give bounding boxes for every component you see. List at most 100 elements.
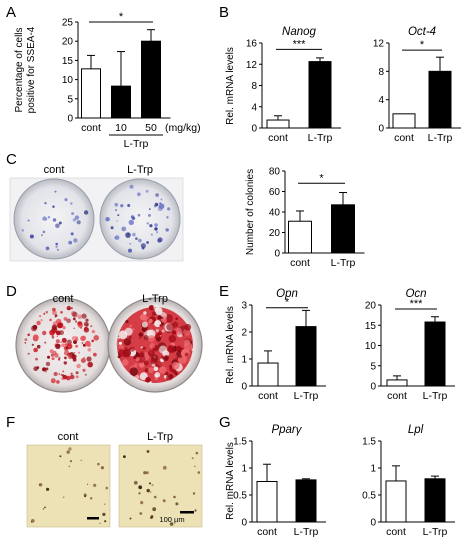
mineral-dot bbox=[58, 358, 61, 361]
panel-letter-c: C bbox=[6, 151, 17, 168]
colony-dot bbox=[167, 207, 171, 211]
mineral-dot bbox=[84, 373, 87, 376]
mineral-dot bbox=[52, 307, 56, 312]
mineral-dot bbox=[32, 334, 39, 341]
mineral-dot bbox=[53, 372, 58, 376]
lipid-dot bbox=[143, 471, 147, 475]
chart-b2-ytick-label: 4 bbox=[378, 95, 384, 106]
colony-dot bbox=[45, 218, 48, 221]
colony-dot bbox=[27, 219, 30, 222]
mineral-dot bbox=[39, 315, 42, 318]
chart-g1-bar bbox=[256, 481, 278, 523]
chart-e2-ytick-label: 15 bbox=[365, 321, 377, 332]
mineral-dot bbox=[138, 361, 145, 368]
mineral-dot bbox=[123, 338, 132, 346]
lipid-dot bbox=[44, 506, 46, 509]
chart-b1-ylabel: Rel. mRNA levels bbox=[225, 47, 236, 125]
chart-e2-bar bbox=[386, 379, 408, 387]
mineral-dot bbox=[83, 327, 90, 333]
chart-e1-sig-label: * bbox=[285, 297, 290, 309]
chart-a-category-label: 50 bbox=[145, 122, 157, 134]
chart-a-ytick-label: 10 bbox=[62, 75, 74, 86]
colony-dot bbox=[114, 236, 117, 240]
panel-letter-a: A bbox=[6, 4, 16, 21]
lipid-dot bbox=[194, 509, 197, 512]
chart-g2-ytick-label: 0 bbox=[370, 518, 376, 529]
lipid-dot bbox=[191, 457, 194, 460]
mineral-dot bbox=[161, 329, 165, 333]
mineral-dot bbox=[36, 366, 40, 370]
mineral-dot bbox=[32, 324, 38, 330]
mineral-dot bbox=[175, 357, 179, 361]
chart-c-category-label: L-Trp bbox=[331, 257, 356, 269]
lipid-dot bbox=[150, 491, 152, 493]
colony-dot bbox=[153, 204, 157, 208]
chart-c-sig-label: * bbox=[319, 172, 324, 184]
mineral-dot bbox=[49, 349, 54, 354]
mineral-dot bbox=[52, 310, 57, 316]
mineral-dot bbox=[174, 327, 183, 336]
mineral-dot bbox=[148, 318, 153, 324]
lipid-dot bbox=[97, 462, 100, 466]
chart-b1-sig-label: *** bbox=[293, 38, 307, 50]
chart-a-bar bbox=[111, 85, 131, 119]
colony-dot bbox=[64, 198, 68, 202]
colony-dot bbox=[132, 232, 136, 237]
chart-b2-ytick-label: 0 bbox=[378, 124, 384, 135]
lipid-dot bbox=[38, 483, 43, 487]
chart-e-ocn: 0 5 10 15 20 cont L-Trp Ocn*** bbox=[365, 288, 455, 402]
colony-dot bbox=[76, 220, 81, 225]
mineral-dot bbox=[73, 351, 76, 354]
colony-dot bbox=[146, 222, 149, 225]
mineral-dot bbox=[154, 320, 162, 328]
chart-e2-ytick-label: 0 bbox=[370, 382, 376, 393]
mineral-dot bbox=[154, 377, 158, 381]
lipid-dot bbox=[93, 483, 97, 487]
mineral-dot bbox=[70, 372, 73, 375]
mineral-dot bbox=[59, 330, 64, 336]
lipid-dot bbox=[102, 512, 106, 517]
mineral-dot bbox=[90, 325, 93, 328]
lipid-dot bbox=[99, 522, 101, 525]
mineral-dot bbox=[78, 351, 81, 354]
mineral-dot bbox=[144, 368, 149, 373]
chart-c-ytick-label: 20 bbox=[269, 228, 281, 239]
lipid-dot bbox=[69, 460, 73, 463]
mineral-dot bbox=[43, 312, 46, 315]
lipid-dot bbox=[197, 471, 201, 474]
colony-dot bbox=[140, 243, 146, 249]
lipid-dot bbox=[87, 483, 89, 485]
mineral-dot bbox=[85, 318, 89, 322]
chart-g1-category-label: L-Trp bbox=[294, 526, 319, 538]
mineral-dot bbox=[70, 307, 73, 310]
lipid-dot bbox=[169, 522, 174, 526]
chart-b1-bar bbox=[266, 119, 290, 129]
mineral-dot bbox=[60, 311, 63, 314]
colony-dot bbox=[52, 218, 57, 222]
mineral-dot bbox=[173, 369, 177, 373]
chart-b-nanog: 0 4 8 12 16 cont L-Trp Nanog Rel. mRNA levels *** bbox=[225, 26, 341, 144]
chart-e2-ytick-label: 5 bbox=[370, 361, 376, 372]
chart-b2-category-label: cont bbox=[394, 132, 414, 144]
chart-g2-bar bbox=[385, 480, 407, 523]
colony-dot bbox=[74, 215, 80, 220]
mineral-dot bbox=[141, 321, 148, 328]
mineral-dot bbox=[154, 307, 163, 315]
colonies-c-cont bbox=[21, 190, 89, 251]
chart-b2-category-label: L-Trp bbox=[428, 132, 453, 144]
colony-dot bbox=[160, 198, 163, 201]
mineral-dot bbox=[83, 321, 89, 327]
chart-g1-bar bbox=[295, 479, 317, 523]
colony-dot bbox=[154, 227, 158, 231]
mineral-dot bbox=[56, 322, 63, 329]
colony-dot bbox=[149, 208, 151, 210]
mineral-dot bbox=[129, 324, 133, 328]
chart-g1-ylabel: Rel. mRNA levels bbox=[225, 442, 236, 520]
mineral-dot bbox=[52, 337, 54, 339]
mineral-dot bbox=[91, 339, 94, 343]
mineral-dot bbox=[154, 360, 162, 368]
mineral-dot bbox=[140, 346, 143, 349]
mineral-dot bbox=[157, 315, 162, 320]
mineral-dot bbox=[143, 360, 149, 366]
mineral-dot bbox=[24, 338, 28, 341]
